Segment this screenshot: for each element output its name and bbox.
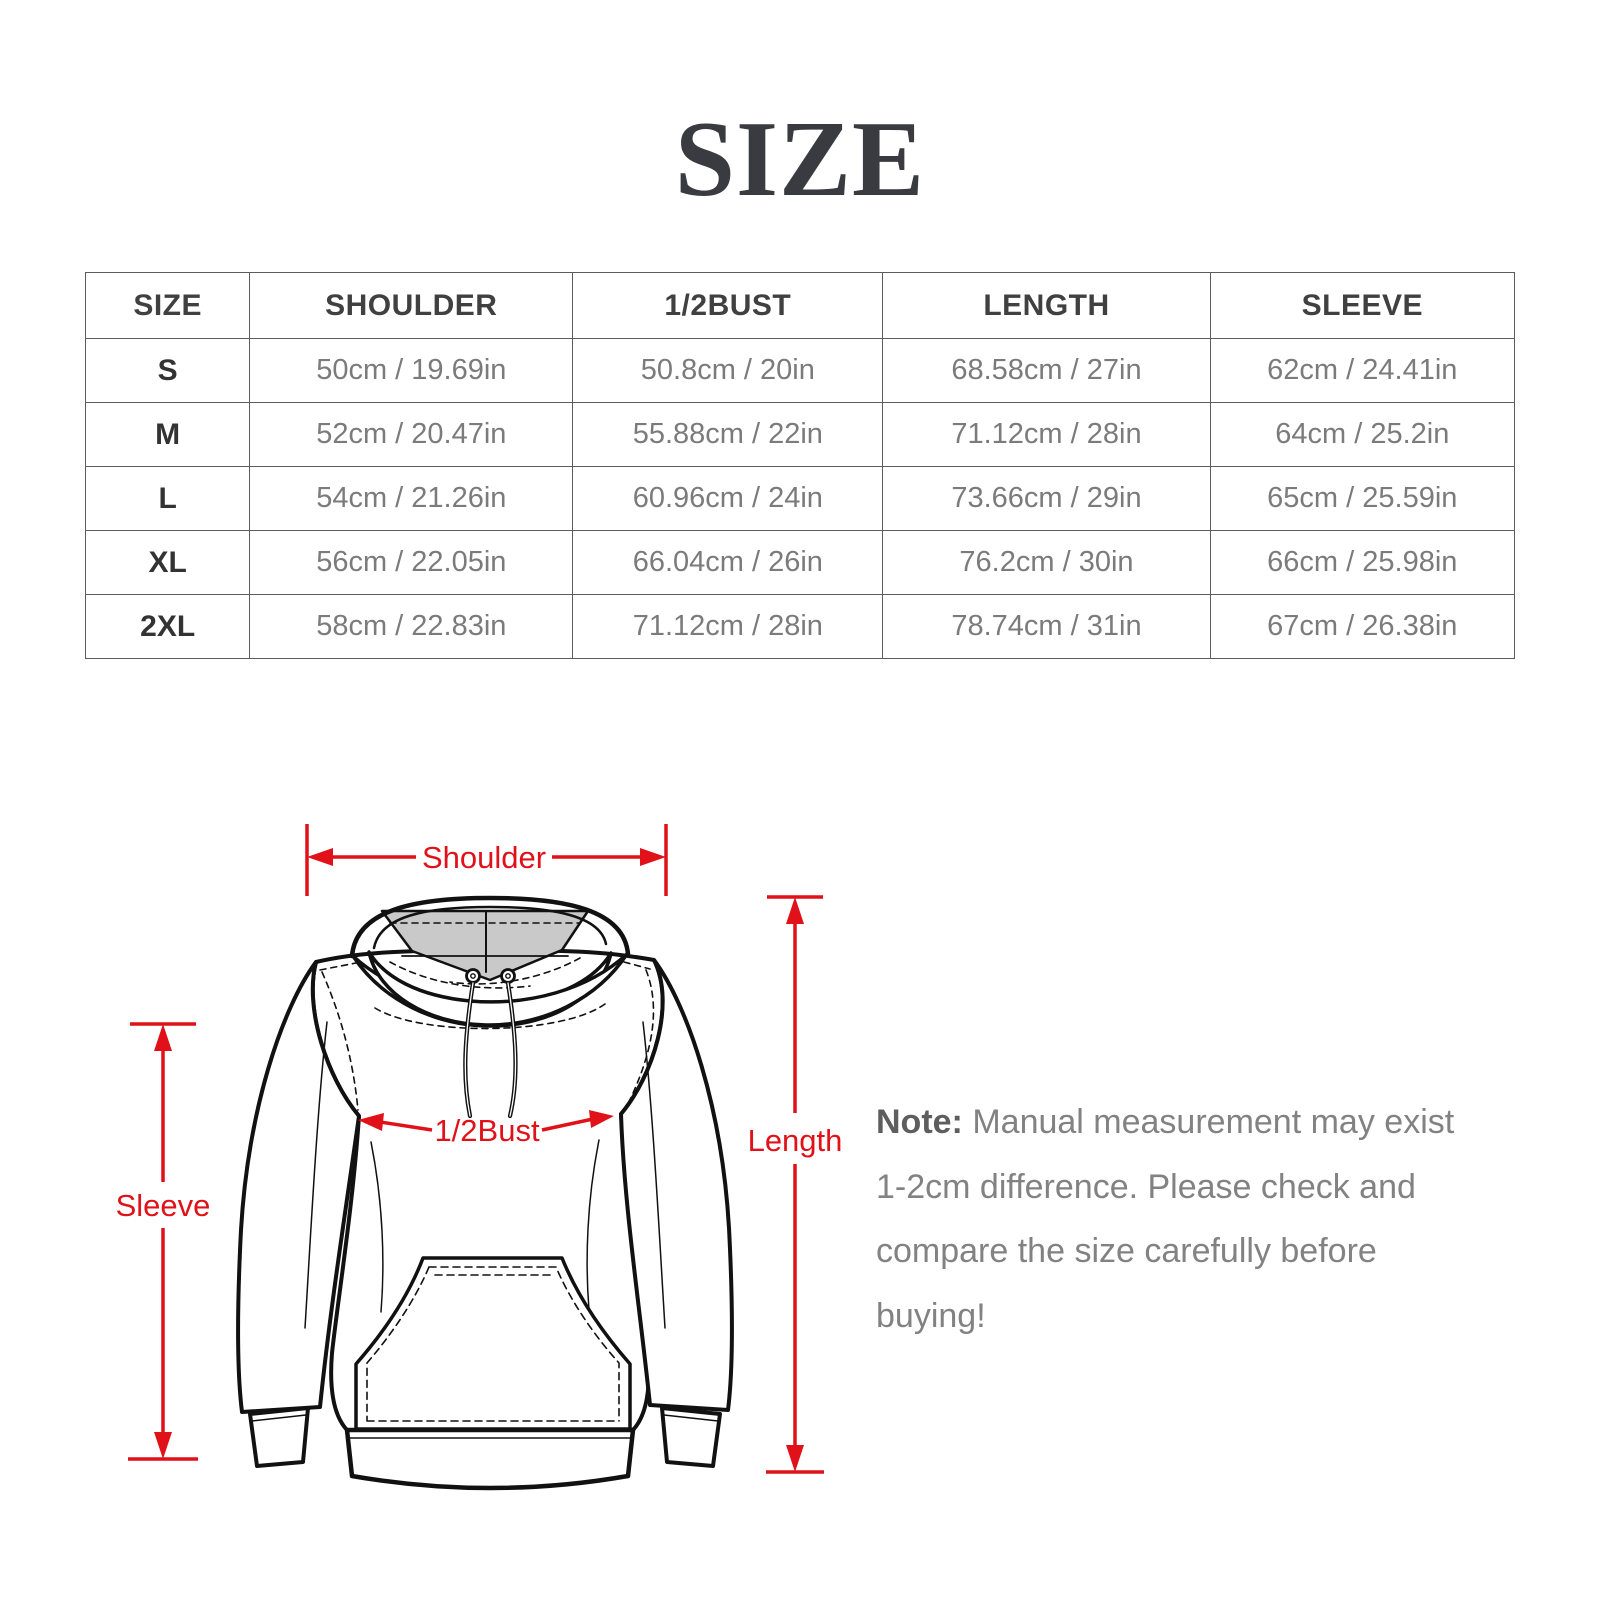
cell-length: 76.2cm / 30in — [882, 530, 1211, 595]
cell-halfbust: 50.8cm / 20in — [572, 338, 884, 403]
right-cuff — [660, 1406, 722, 1468]
left-eyelet — [465, 968, 481, 984]
wrinkle-lines — [304, 1021, 666, 1329]
hoodie-sketch — [236, 895, 734, 1491]
shoulder-measure-label: Shoulder — [422, 840, 546, 875]
sleeve-arrowhead-bottom — [154, 1432, 172, 1459]
cell-size: XL — [84, 530, 251, 595]
sleeve-measure: Sleeve — [116, 1022, 211, 1461]
left-sleeve — [236, 960, 361, 1414]
cell-shoulder: 52cm / 20.47in — [249, 402, 574, 467]
cell-length: 68.58cm / 27in — [882, 338, 1211, 403]
hood-top-inner-edge — [372, 905, 608, 950]
table-row-s: S 50cm / 19.69in 50.8cm / 20in 68.58cm /… — [84, 338, 1516, 403]
cell-length: 78.74cm / 31in — [882, 594, 1211, 659]
seam-stitching — [319, 961, 655, 1111]
cell-shoulder: 56cm / 22.05in — [249, 530, 574, 595]
measurement-note: Note: Manual measurement may exist 1-2cm… — [876, 1090, 1480, 1348]
cell-sleeve: 64cm / 25.2in — [1209, 402, 1516, 467]
shoulder-arrowhead-right — [640, 848, 666, 866]
length-arrowhead-bottom — [786, 1445, 804, 1472]
page-title: SIZE — [674, 100, 926, 219]
col-header-shoulder: SHOULDER — [249, 272, 574, 339]
table-row-l: L 54cm / 21.26in 60.96cm / 24in 73.66cm … — [84, 466, 1516, 531]
cell-shoulder: 54cm / 21.26in — [249, 466, 574, 531]
col-header-sleeve: SLEEVE — [1209, 272, 1516, 339]
col-header-halfbust: 1/2BUST — [572, 272, 884, 339]
right-cuff-seam — [663, 1414, 719, 1422]
cell-sleeve: 65cm / 25.59in — [1209, 466, 1516, 531]
cell-shoulder: 58cm / 22.83in — [249, 594, 574, 659]
collar-stitching — [374, 957, 606, 1030]
hem-band — [344, 1427, 636, 1491]
measurement-annotations: Shoulder Sleeve Length — [116, 824, 843, 1474]
right-sleeve — [619, 958, 734, 1412]
cell-sleeve: 66cm / 25.98in — [1209, 530, 1516, 595]
cell-halfbust: 66.04cm / 26in — [572, 530, 884, 595]
cell-size: S — [84, 338, 251, 403]
half-bust-arrowhead-right — [589, 1110, 614, 1128]
drawstring-highlight — [464, 982, 517, 1117]
hoodie-measurement-diagram: Shoulder Sleeve Length — [116, 824, 843, 1491]
cell-shoulder: 50cm / 19.69in — [249, 338, 574, 403]
length-measure: Length — [748, 895, 843, 1474]
hood-top-edge — [349, 895, 631, 959]
cell-size: M — [84, 402, 251, 467]
right-eyelet — [500, 968, 516, 984]
cell-halfbust: 55.88cm / 22in — [572, 402, 884, 467]
cell-sleeve: 62cm / 24.41in — [1209, 338, 1516, 403]
half-bust-measure-label: 1/2Bust — [434, 1113, 540, 1148]
col-header-length: LENGTH — [882, 272, 1211, 339]
sleeve-arrowhead-top — [154, 1024, 172, 1051]
cell-length: 73.66cm / 29in — [882, 466, 1211, 531]
left-cuff — [248, 1406, 310, 1468]
size-table: SIZE SHOULDER 1/2BUST LENGTH SLEEVE S 50… — [84, 272, 1516, 659]
note-prefix: Note: — [876, 1103, 963, 1141]
table-row-2xl: 2XL 58cm / 22.83in 71.12cm / 28in 78.74c… — [84, 594, 1516, 659]
shoulder-arrowhead-left — [307, 848, 333, 866]
sleeve-measure-label: Sleeve — [116, 1188, 211, 1223]
shoulder-measure: Shoulder — [305, 824, 668, 896]
cell-size: L — [84, 466, 251, 531]
cell-halfbust: 71.12cm / 28in — [572, 594, 884, 659]
cell-sleeve: 67cm / 26.38in — [1209, 594, 1516, 659]
cell-length: 71.12cm / 28in — [882, 402, 1211, 467]
shoulder-end-bars — [305, 824, 668, 896]
size-table-header: SIZE SHOULDER 1/2BUST LENGTH SLEEVE — [84, 272, 1516, 339]
collar-fold-right — [367, 950, 629, 1027]
right-eyelet-hole — [505, 973, 511, 979]
table-row-xl: XL 56cm / 22.05in 66.04cm / 26in 76.2cm … — [84, 530, 1516, 595]
left-eyelet-hole — [470, 973, 476, 979]
left-cuff-seam — [251, 1414, 307, 1422]
size-table-body: S 50cm / 19.69in 50.8cm / 20in 68.58cm /… — [84, 338, 1516, 659]
length-measure-label: Length — [748, 1123, 843, 1158]
half-bust-measure: 1/2Bust — [358, 1110, 614, 1148]
half-bust-arrowhead-left — [358, 1113, 384, 1131]
header-row: SIZE SHOULDER 1/2BUST LENGTH SLEEVE — [84, 272, 1516, 339]
note-body: Manual measurement may exist 1-2cm diffe… — [876, 1103, 1455, 1335]
length-arrowhead-top — [786, 897, 804, 924]
col-header-size: SIZE — [84, 272, 251, 339]
cell-halfbust: 60.96cm / 24in — [572, 466, 884, 531]
cell-size: 2XL — [84, 594, 251, 659]
kangaroo-pocket — [354, 1256, 632, 1431]
half-bust-lines — [379, 1117, 594, 1132]
pocket-stitching — [366, 1266, 620, 1422]
table-row-m: M 52cm / 20.47in 55.88cm / 22in 71.12cm … — [84, 402, 1516, 467]
